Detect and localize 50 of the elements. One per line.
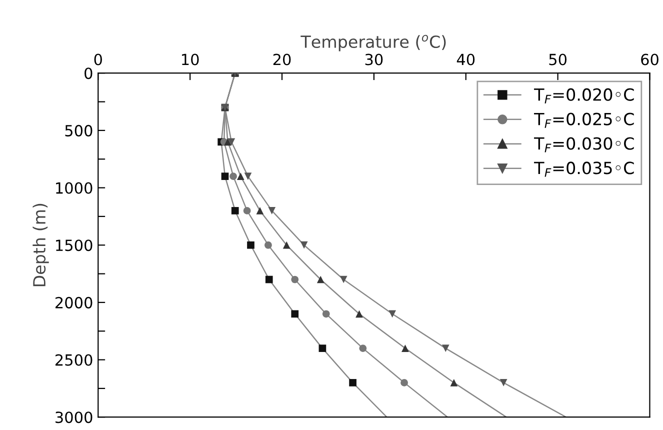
point [359,344,367,352]
point [300,241,308,249]
legend-label: T$_{F}$=0.025◦C [534,112,634,128]
point [264,241,272,249]
point [247,241,254,249]
x-tick-label: 10 [182,54,199,66]
point [221,172,229,180]
point [349,379,356,386]
x-tick-label: 60 [641,54,658,66]
point [282,241,290,249]
point [243,207,251,214]
x-tick-label: 50 [549,54,567,66]
point [450,379,458,386]
point [291,276,299,284]
point [224,138,232,146]
legend-label: T$_{F}$=0.030◦C [534,137,634,152]
point [388,310,396,318]
y-tick-label: 2000 [56,296,92,308]
x-tick-label: 20 [273,54,291,66]
point [244,172,252,180]
point [442,344,450,352]
point [340,276,348,284]
point [322,310,330,318]
y-tick-label: 500 [65,124,92,136]
point [268,207,276,214]
point [256,207,264,214]
legend-label: T$_{F}$=0.020◦C [534,88,634,104]
point [228,138,236,146]
y-axis-title: Depth (m) [32,204,49,286]
y-tick-label: 1000 [56,182,92,194]
point [500,379,508,386]
point [356,310,363,318]
x-tick-label: 40 [456,54,475,66]
point [291,310,299,318]
y-tick-label: 0 [84,68,92,80]
y-tick-label: 3000 [56,412,92,424]
y-tick-label: 1500 [56,240,92,252]
point [230,172,237,180]
x-tick-label: 30 [365,54,383,66]
point [231,207,239,214]
point [265,276,273,284]
x-axis-title: Temperature ($^{o}$C) [300,34,446,52]
point [400,379,408,386]
y-tick-label: 2500 [56,354,92,366]
legend-label: T$_{F}$=0.035◦C [534,162,634,177]
point [316,276,324,284]
x-tick-label: 0 [94,54,102,66]
point [236,172,244,180]
point [402,344,409,352]
point [318,344,326,352]
